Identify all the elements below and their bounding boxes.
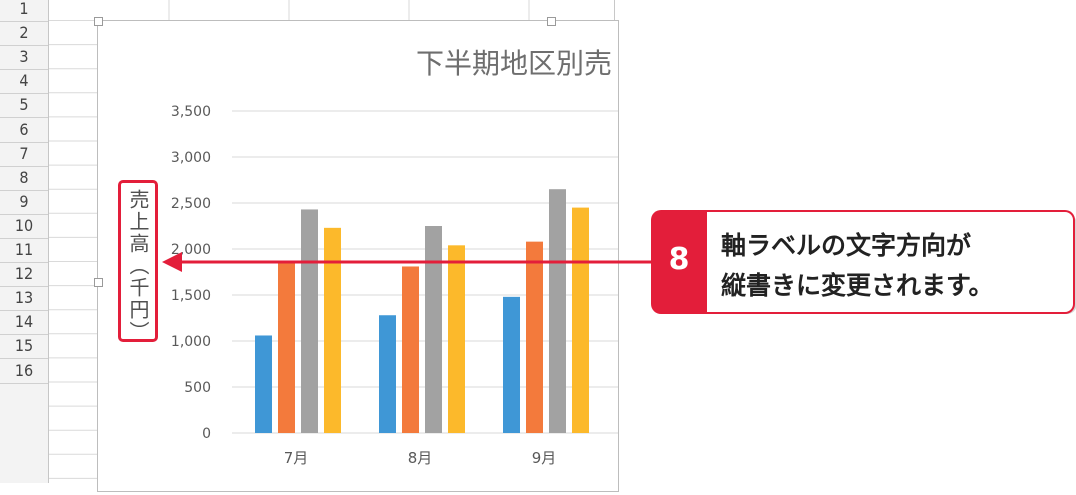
row-header-3[interactable]: 3 bbox=[0, 45, 48, 71]
chart-area[interactable]: 下半期地区別売 0 500 1,000 1,500 2,000 2,500 3,000 3,50… bbox=[97, 20, 619, 492]
x-tick-label: 8月 bbox=[408, 449, 433, 467]
callout-line-1: 軸ラベルの文字方向が bbox=[721, 231, 972, 260]
row-header-8[interactable]: 8 bbox=[0, 166, 48, 191]
bar[interactable] bbox=[503, 296, 520, 433]
row-header-7[interactable]: 7 bbox=[0, 142, 48, 167]
y-tick-label: 500 bbox=[184, 380, 211, 396]
y-tick-label: 1,500 bbox=[171, 288, 211, 304]
bar[interactable] bbox=[549, 189, 566, 433]
row-header-15[interactable]: 15 bbox=[0, 334, 48, 360]
y-tick-label: 3,500 bbox=[171, 104, 211, 120]
row-header-13[interactable]: 13 bbox=[0, 286, 48, 312]
row-header-9[interactable]: 9 bbox=[0, 190, 48, 215]
x-tick-label: 7月 bbox=[284, 449, 309, 467]
resize-handle-left[interactable] bbox=[94, 278, 103, 287]
y-tick-label: 3,000 bbox=[171, 150, 211, 166]
step-number: 8 bbox=[668, 242, 690, 277]
y-axis-title[interactable]: 売上高（千円） bbox=[118, 180, 158, 343]
y-axis-title-text: 売上高（千円） bbox=[126, 189, 150, 343]
bar[interactable] bbox=[255, 335, 272, 433]
resize-handle-top-left[interactable] bbox=[94, 17, 103, 26]
bar[interactable] bbox=[425, 226, 442, 433]
row-header-5[interactable]: 5 bbox=[0, 93, 48, 119]
chart-title[interactable]: 下半期地区別売 bbox=[416, 47, 612, 80]
bar[interactable] bbox=[278, 261, 295, 433]
step-number-badge: 8 bbox=[651, 210, 707, 314]
row-header-1[interactable]: 1 bbox=[0, 0, 48, 23]
y-tick-label: 2,000 bbox=[171, 242, 211, 258]
row-header-14[interactable]: 14 bbox=[0, 310, 48, 336]
bar[interactable] bbox=[379, 315, 396, 433]
resize-handle-top[interactable] bbox=[547, 17, 556, 26]
row-header-4[interactable]: 4 bbox=[0, 69, 48, 95]
row-header-10[interactable]: 10 bbox=[0, 214, 48, 239]
x-tick-label: 9月 bbox=[532, 449, 557, 467]
row-header-2[interactable]: 2 bbox=[0, 21, 48, 47]
bar[interactable] bbox=[448, 245, 465, 433]
y-tick-label: 2,500 bbox=[171, 196, 211, 212]
callout-text-box: 軸ラベルの文字方向が 縦書きに変更されます。 bbox=[707, 210, 1075, 314]
bar[interactable] bbox=[572, 207, 589, 433]
row-header-11[interactable]: 11 bbox=[0, 238, 48, 264]
y-tick-label: 0 bbox=[202, 426, 211, 442]
bar[interactable] bbox=[526, 241, 543, 433]
row-header-6[interactable]: 6 bbox=[0, 118, 48, 143]
bar-chart: 下半期地区別売 0 500 1,000 1,500 2,000 2,500 3,000 3,50… bbox=[171, 47, 618, 467]
bar[interactable] bbox=[402, 266, 419, 433]
bar[interactable] bbox=[301, 209, 318, 433]
row-header-column: 1 2 3 4 5 6 7 8 9 10 11 12 13 14 15 16 bbox=[0, 0, 49, 483]
bar[interactable] bbox=[324, 227, 341, 433]
step-callout: 8 軸ラベルの文字方向が 縦書きに変更されます。 bbox=[651, 210, 1076, 314]
callout-line-2: 縦書きに変更されます。 bbox=[721, 271, 994, 300]
y-tick-label: 1,000 bbox=[171, 334, 211, 350]
row-header-16[interactable]: 16 bbox=[0, 359, 48, 384]
row-header-12[interactable]: 12 bbox=[0, 262, 48, 288]
